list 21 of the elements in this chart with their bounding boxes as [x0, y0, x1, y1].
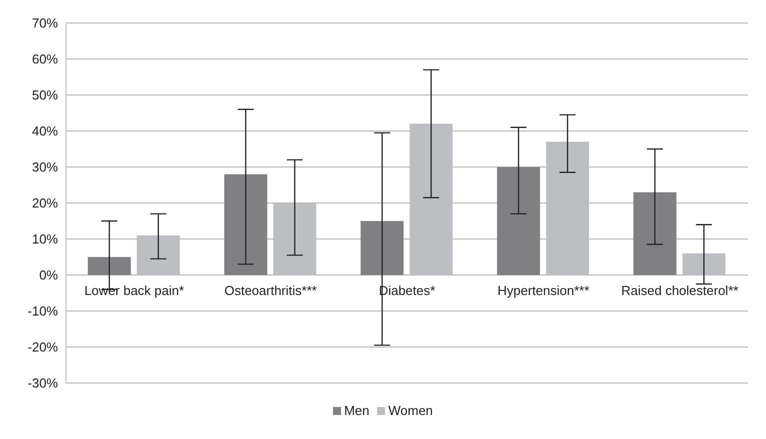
y-tick-label: -20% [28, 340, 58, 355]
bar [360, 221, 404, 275]
y-tick-label: 70% [32, 16, 58, 31]
y-tick-label: 60% [32, 52, 58, 67]
y-tick-label: -30% [28, 376, 58, 391]
x-tick-label: Raised cholesterol** [621, 283, 738, 298]
y-tick-label: -10% [28, 304, 58, 319]
bar [497, 167, 540, 275]
y-tick-label: 20% [32, 196, 58, 211]
bar [633, 192, 676, 275]
legend-label: Women [387, 403, 433, 418]
bar [88, 257, 131, 275]
y-tick-label: 10% [32, 232, 58, 247]
y-tick-label: 50% [32, 88, 58, 103]
legend-label: Men [343, 403, 370, 418]
y-tick-label: 40% [32, 124, 58, 139]
y-tick-label: 0% [39, 268, 58, 283]
x-tick-label: Osteoarthritis*** [224, 283, 317, 298]
bar [224, 174, 268, 275]
x-tick-label: Hypertension*** [498, 283, 590, 298]
y-tick-label: 30% [32, 160, 58, 175]
